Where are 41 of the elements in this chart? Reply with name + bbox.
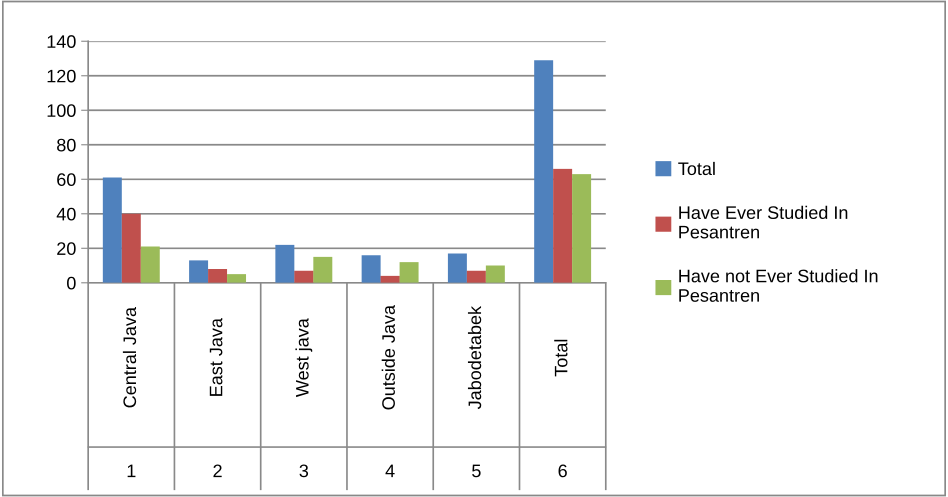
bar [294,270,314,283]
x-tick-label: West java [295,318,312,398]
legend-label: Have Ever Studied In Pesantren [679,206,848,238]
x-tick-label: Central Java [122,306,136,408]
bar [227,274,246,283]
text: 3 [300,464,308,478]
bar [102,178,122,283]
y-tick-label: 100 [48,104,76,117]
bar [466,270,486,283]
legend-label: Total [678,162,715,176]
bar [140,246,160,283]
x-tick-label: East Java [210,318,222,396]
y-tick-label: 140 [48,35,76,48]
text: 6 [558,464,567,478]
y-tick-label: 120 [48,70,76,82]
bar [534,60,554,283]
bar [313,256,332,283]
bar [400,262,419,283]
y-tick-label: 20 [57,242,76,256]
bar [486,266,505,283]
y-tick-label: 40 [56,208,76,220]
legend-label: Have not Ever Studied In Pesantren [679,269,878,302]
text: 5 [472,464,481,478]
bar [448,253,467,283]
bar [122,214,141,283]
x-tick-label: Total [554,340,568,376]
bar [275,244,294,283]
bar [208,268,228,283]
bar [380,276,400,283]
y-tick-label: 80 [57,138,76,152]
text: 1 [128,464,136,478]
x-tick-label: Jabodetabek [468,306,482,410]
text: 2 [213,464,222,478]
bar [189,260,208,283]
x-tick-label: Outside Java [382,304,395,410]
bar [572,174,592,283]
bar [362,255,381,283]
text: 4 [385,464,395,478]
y-tick-label: 60 [57,173,76,186]
bar [553,168,572,283]
y-tick-label: 0 [67,276,76,290]
